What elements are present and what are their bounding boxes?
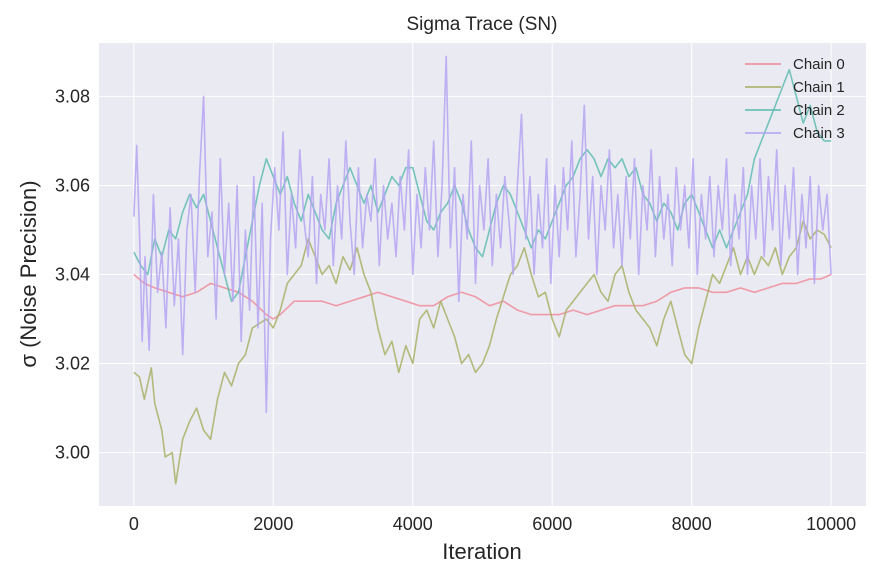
y-tick-label: 3.08 xyxy=(55,86,90,106)
x-tick-label: 4000 xyxy=(393,514,433,534)
series-line-chain-0 xyxy=(133,273,832,320)
x-axis-label: Iteration xyxy=(442,539,522,564)
legend-label: Chain 3 xyxy=(793,125,845,142)
legend: Chain 0 Chain 1 Chain 2 Chain 3 xyxy=(745,56,845,142)
y-tick-label: 3.00 xyxy=(55,443,90,463)
x-tick-label: 0 xyxy=(129,514,139,534)
x-tick-label: 2000 xyxy=(253,514,293,534)
y-axis-ticks: 3.00 3.02 3.04 3.06 3.08 xyxy=(55,86,90,462)
y-tick-label: 3.04 xyxy=(55,265,90,285)
y-tick-label: 3.06 xyxy=(55,175,90,195)
legend-label: Chain 1 xyxy=(793,79,845,96)
x-tick-label: 8000 xyxy=(672,514,712,534)
series-layer xyxy=(133,55,832,485)
series-line-chain-1 xyxy=(133,220,832,485)
series-line-chain-3 xyxy=(133,55,832,414)
legend-label: Chain 2 xyxy=(793,102,845,119)
y-axis-label: σ (Noise Precision) xyxy=(16,180,41,367)
y-tick-label: 3.02 xyxy=(55,354,90,374)
x-tick-label: 6000 xyxy=(532,514,572,534)
legend-label: Chain 0 xyxy=(793,56,845,73)
chart-title: Sigma Trace (SN) xyxy=(407,14,558,35)
x-tick-label: 10000 xyxy=(806,514,856,534)
x-axis-ticks: 0 2000 4000 6000 8000 10000 xyxy=(129,514,856,534)
